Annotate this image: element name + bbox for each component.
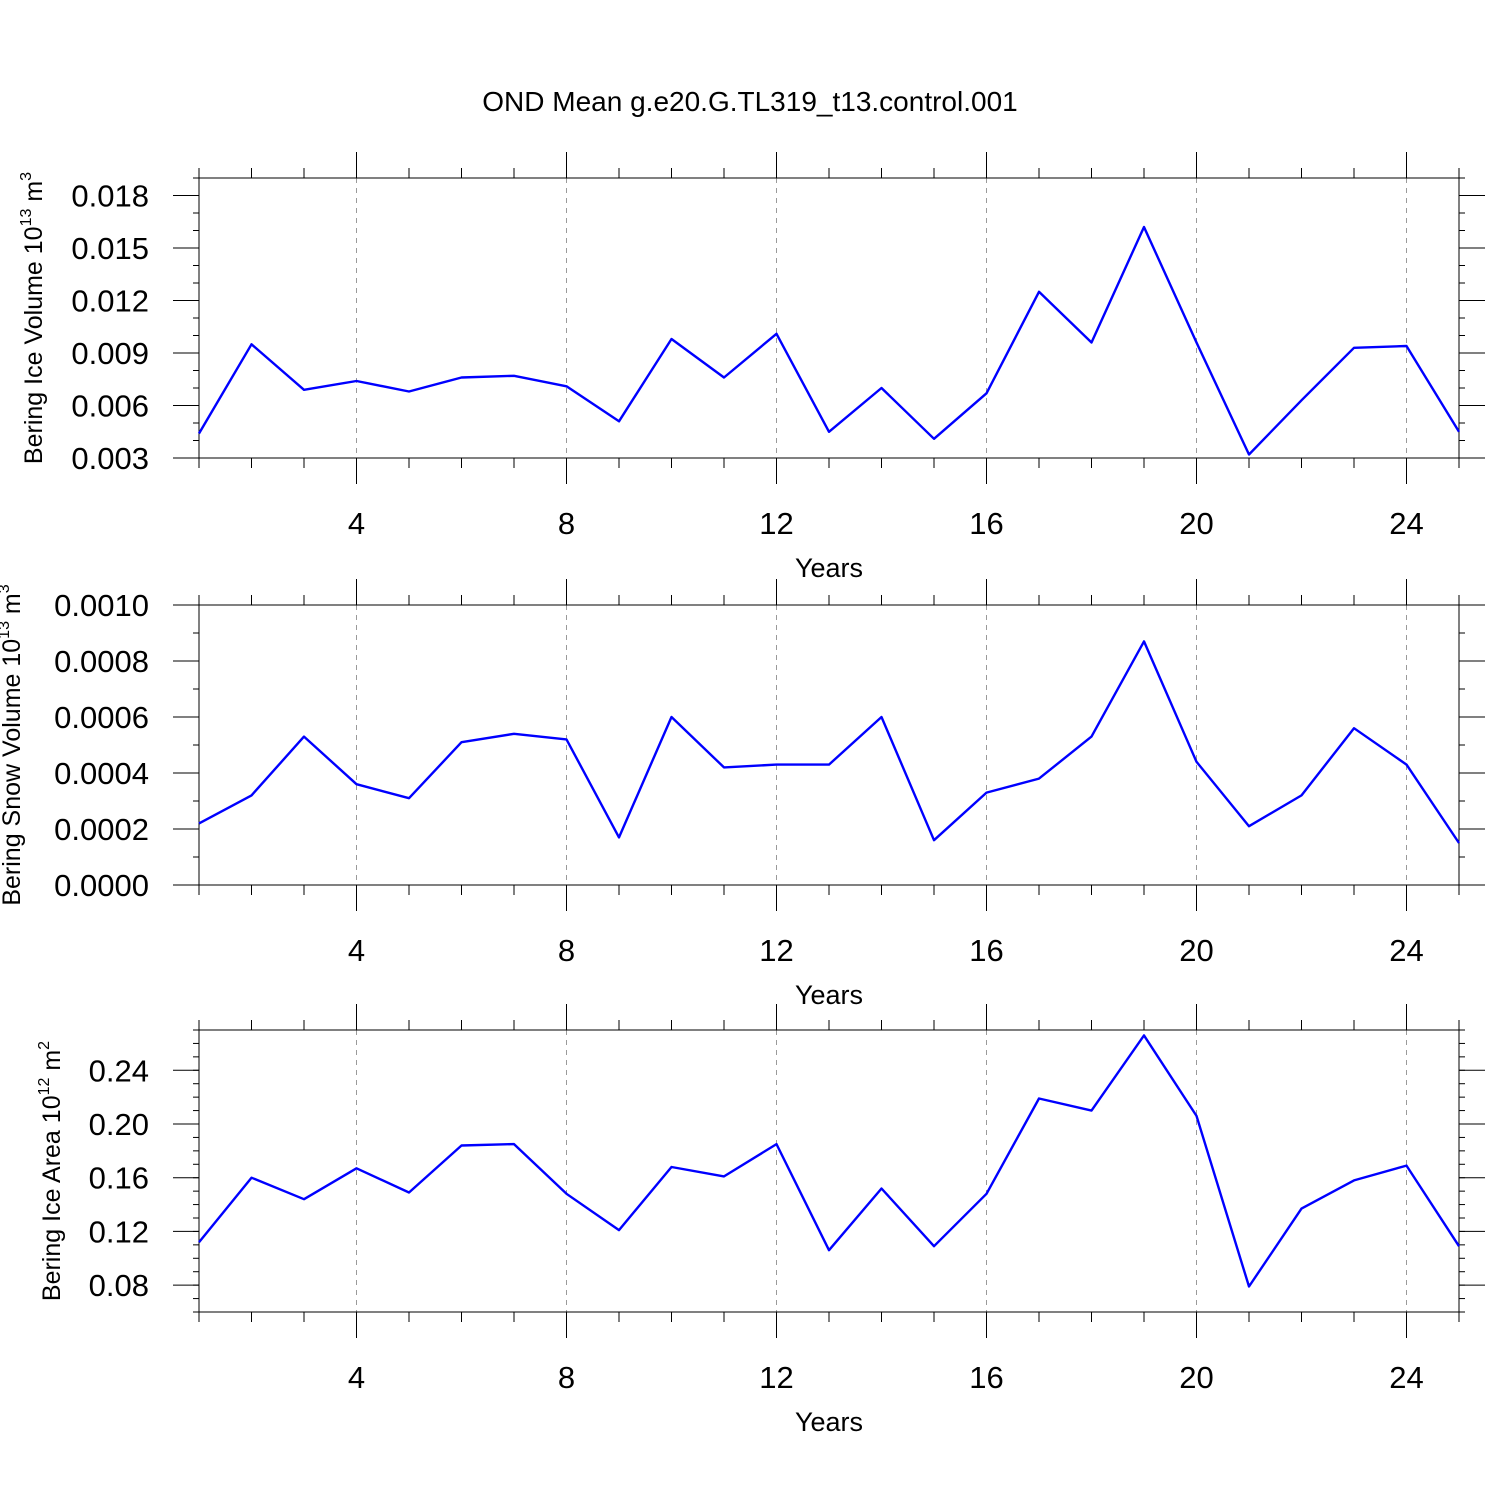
y-tick-label: 0.0006 [54, 700, 149, 735]
y-tick-label: 0.0010 [54, 588, 149, 623]
y-tick-label: 0.006 [71, 389, 149, 424]
x-tick-label: 4 [348, 1360, 365, 1395]
chart-panel-3: 0.08 0.12 0.16 0.20 0.24 4 8 12 16 20 24 Years Berin… [36, 1004, 1485, 1437]
y-tick-label: 0.009 [71, 336, 149, 371]
series-line [198, 640, 1460, 844]
series-line [198, 1034, 1461, 1288]
y-tick-label: 0.24 [89, 1053, 149, 1088]
y-tick-label: 0.08 [89, 1268, 149, 1303]
x-tick-label: 4 [348, 506, 365, 541]
x-tick-label: 20 [1179, 933, 1213, 968]
plot-frame [198, 177, 1460, 459]
plot-frame [198, 1029, 1460, 1313]
x-tick-label: 24 [1389, 1360, 1423, 1395]
x-axis-label: Years [795, 1407, 863, 1437]
series-line [197, 225, 1461, 456]
y-tick-label: 0.20 [89, 1107, 149, 1142]
x-tick-label: 16 [969, 933, 1003, 968]
y-tick-label: 0.16 [89, 1161, 149, 1196]
chart-title: OND Mean g.e20.G.TL319_t13.control.001 [482, 86, 1018, 117]
x-axis-label: Years [795, 980, 863, 1010]
y-tick-label: 0.015 [71, 231, 149, 266]
y-axis-label: Bering Snow Volume 1013 m3 [0, 584, 26, 905]
chart-panel-1: 0.003 0.006 0.009 0.012 0.015 0.018 4 8 12 16 20 24… [18, 152, 1485, 583]
x-tick-label: 12 [759, 1360, 793, 1395]
x-tick-label: 8 [558, 1360, 575, 1395]
y-tick-label: 0.0008 [54, 644, 149, 679]
x-tick-label: 4 [348, 933, 365, 968]
y-tick-label: 0.018 [71, 179, 149, 214]
x-tick-label: 24 [1389, 933, 1423, 968]
y-tick-label: 0.0000 [54, 868, 149, 903]
x-tick-label: 16 [969, 1360, 1003, 1395]
y-axis-label: Bering Ice Area 1012 m2 [36, 1041, 66, 1301]
x-tick-label: 12 [759, 933, 793, 968]
x-tick-label: 8 [558, 933, 575, 968]
x-tick-label: 8 [558, 506, 575, 541]
x-tick-label: 20 [1179, 506, 1213, 541]
y-tick-label: 0.0002 [54, 812, 149, 847]
y-tick-label: 0.0004 [54, 756, 149, 791]
chart-panel-2: 0.0000 0.0002 0.0004 0.0006 0.0008 0.0010 4 8 12… [0, 579, 1485, 1010]
y-tick-label: 0.012 [71, 284, 149, 319]
x-tick-label: 24 [1389, 506, 1423, 541]
y-tick-label: 0.003 [71, 441, 149, 476]
x-axis-label: Years [795, 553, 863, 583]
x-tick-label: 12 [759, 506, 793, 541]
x-tick-label: 16 [969, 506, 1003, 541]
y-tick-label: 0.12 [89, 1214, 149, 1249]
plot-frame [198, 604, 1460, 886]
y-axis-label: Bering Ice Volume 1013 m3 [18, 172, 48, 464]
x-tick-label: 20 [1179, 1360, 1213, 1395]
